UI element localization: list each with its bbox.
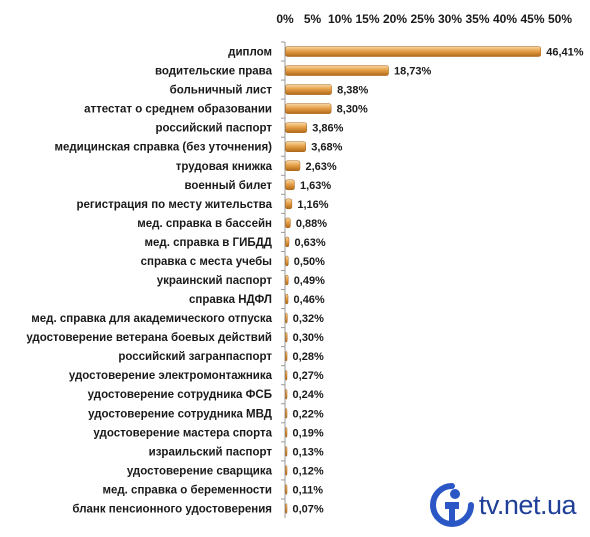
bar (285, 293, 289, 305)
bar (285, 274, 289, 286)
x-tick-label: 45% (520, 12, 544, 26)
x-tick-label: 40% (493, 12, 517, 26)
bar (285, 46, 542, 57)
data-label: 0,28% (293, 351, 324, 363)
data-label: 0,12% (293, 465, 324, 477)
category-label: регистрация по месту жительства (76, 199, 272, 211)
category-label: мед. справка о беременности (102, 484, 272, 496)
category-label: справка с места учебы (141, 256, 273, 268)
data-label: 3,86% (312, 123, 343, 135)
data-label: 46,41% (546, 47, 584, 59)
data-label: 0,19% (293, 427, 324, 439)
data-label: 0,50% (294, 256, 325, 268)
category-label: медицинская справка (без уточнения) (54, 142, 272, 154)
bar (285, 312, 288, 324)
bar (285, 446, 288, 457)
bar (285, 255, 289, 267)
data-label: 8,30% (337, 104, 368, 116)
category-label: аттестат о среднем образовании (84, 104, 272, 116)
category-label: удостоверение ветерана боевых действий (26, 332, 272, 344)
person-circle-logo-icon (429, 483, 474, 527)
category-label: российский паспорт (155, 123, 272, 135)
x-axis: 0% 5% 10% 15% 20% 25% 30% 35% 40% 45% 50% (276, 12, 572, 26)
bar (285, 484, 288, 495)
bar (285, 103, 332, 114)
bar (285, 198, 293, 210)
category-label: мед. справка для академического отпуска (31, 313, 272, 325)
bar (285, 369, 288, 381)
category-label: мед. справка в ГИБДД (145, 237, 272, 249)
data-label: 0,30% (293, 332, 324, 344)
data-label: 3,68% (311, 142, 342, 154)
bar (285, 465, 288, 476)
bar (285, 160, 301, 172)
bar (285, 141, 306, 152)
data-label: 8,38% (337, 85, 368, 97)
bar (285, 236, 290, 248)
data-label: 2,63% (305, 161, 336, 173)
data-label: 1,63% (300, 180, 331, 192)
x-tick-label: 35% (465, 12, 489, 26)
category-label: удостоверение мастера спорта (93, 427, 272, 439)
category-label: мед. справка в бассейн (137, 218, 272, 230)
data-label: 0,46% (294, 294, 325, 306)
x-tick-label: 20% (383, 12, 407, 26)
bars: диплом 46,41% водительские права 18,73% боль… (26, 46, 584, 515)
category-label: диплом (228, 47, 272, 59)
data-label: 0,07% (293, 503, 324, 515)
bar (285, 503, 288, 514)
x-tick-label: 50% (548, 12, 572, 26)
bar (285, 408, 288, 419)
bar (285, 331, 288, 343)
data-label: 0,32% (293, 313, 324, 325)
data-label: 0,11% (293, 484, 324, 496)
y-axis (281, 41, 286, 518)
category-label: российский загранпаспорт (118, 351, 272, 363)
bar (285, 179, 295, 191)
bar (285, 427, 288, 438)
data-label: 0,22% (293, 408, 324, 420)
x-tick-label: 10% (328, 12, 352, 26)
data-label: 1,16% (297, 199, 328, 211)
bar (285, 217, 291, 229)
logo-text: tv.net.ua (478, 489, 577, 520)
bar (285, 84, 332, 95)
category-label: израильский паспорт (149, 446, 273, 458)
x-tick-label: 15% (355, 12, 379, 26)
category-label: трудовая книжка (176, 161, 273, 173)
category-label: бланк пенсионного удостоверения (72, 503, 272, 515)
x-tick-label: 25% (410, 12, 434, 26)
category-label: удостоверение сотрудника МВД (88, 408, 272, 420)
category-label: справка НДФЛ (189, 294, 272, 306)
x-tick-label: 5% (304, 12, 322, 26)
category-label: военный билет (184, 180, 272, 192)
category-label: украинский паспорт (157, 275, 273, 287)
category-label: больничный лист (170, 85, 273, 97)
bar (285, 388, 288, 400)
data-label: 18,73% (394, 66, 432, 78)
data-label: 0,24% (293, 389, 324, 401)
category-label: водительские права (155, 66, 273, 78)
site-logo: tv.net.ua (429, 483, 577, 527)
category-label: удостоверение электромонтажника (69, 370, 273, 382)
bar (285, 350, 288, 362)
data-label: 0,63% (294, 237, 325, 249)
category-label: удостоверение сотрудника ФСБ (88, 389, 272, 401)
data-label: 0,27% (293, 370, 324, 382)
bar (285, 122, 307, 133)
data-label: 0,49% (294, 275, 325, 287)
x-tick-label: 0% (276, 12, 294, 26)
x-tick-label: 30% (438, 12, 462, 26)
data-label: 0,88% (296, 218, 327, 230)
bar (285, 65, 389, 76)
data-label: 0,13% (293, 446, 324, 458)
category-label: удостоверение сварщика (127, 465, 273, 477)
